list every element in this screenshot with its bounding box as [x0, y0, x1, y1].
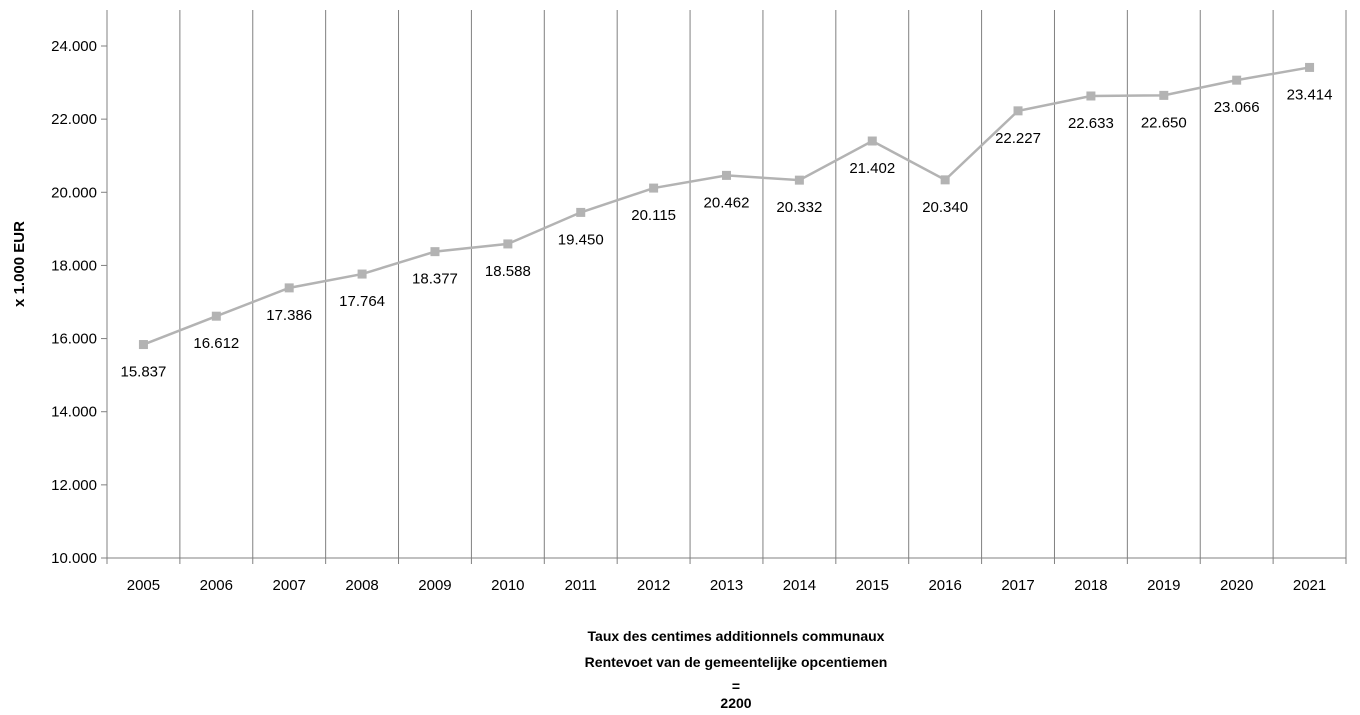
- data-label: 20.115: [631, 207, 676, 224]
- x-tick-label: 2011: [565, 577, 597, 594]
- x-tick-label: 2006: [200, 577, 233, 594]
- y-tick-label: 14.000: [51, 404, 97, 421]
- data-label: 18.377: [412, 271, 458, 288]
- data-point: [576, 207, 586, 217]
- x-tick-label: 2007: [273, 577, 306, 594]
- data-point: [284, 283, 294, 293]
- x-tick-label: 2005: [127, 577, 160, 594]
- y-tick-label: 12.000: [51, 477, 97, 494]
- x-tick-label: 2015: [856, 577, 889, 594]
- data-point: [940, 175, 950, 185]
- data-point: [211, 311, 221, 321]
- y-tick-label: 22.000: [51, 111, 97, 128]
- data-point: [794, 175, 804, 185]
- data-label: 17.386: [266, 307, 312, 324]
- data-label: 16.612: [193, 335, 239, 352]
- data-point: [1305, 62, 1315, 72]
- x-tick-label: 2016: [928, 577, 961, 594]
- data-point: [867, 136, 877, 146]
- data-point: [1232, 75, 1242, 85]
- data-point: [649, 183, 659, 193]
- data-label: 17.764: [339, 293, 385, 310]
- data-label: 22.227: [995, 130, 1041, 147]
- data-point: [138, 340, 148, 350]
- x-tick-label: 2019: [1147, 577, 1180, 594]
- series-layer: [138, 62, 1315, 350]
- y-tick-label: 10.000: [51, 550, 97, 567]
- x-tick-label: 2009: [418, 577, 451, 594]
- data-label: 18.588: [485, 263, 531, 280]
- data-label: 20.332: [776, 199, 822, 216]
- grid-layer: [106, 10, 1347, 558]
- y-axis-title: x 1.000 EUR: [11, 221, 28, 307]
- y-tick-label: 18.000: [51, 257, 97, 274]
- y-tick-label: 24.000: [51, 38, 97, 55]
- data-label: 21.402: [849, 160, 895, 177]
- data-point: [722, 170, 731, 180]
- x-tick-label: 2018: [1074, 577, 1107, 594]
- x-tick-label: 2021: [1293, 577, 1326, 594]
- data-point: [1086, 91, 1096, 101]
- data-point: [1013, 106, 1023, 116]
- data-label: 20.340: [922, 199, 968, 216]
- x-tick-label: 2008: [345, 577, 378, 594]
- caption-line-1: Taux des centimes additionnels communaux: [587, 628, 885, 644]
- data-label: 23.066: [1214, 99, 1260, 116]
- caption-line-3: =: [731, 678, 741, 694]
- y-tick-label: 16.000: [51, 331, 97, 348]
- y-tick-label: 20.000: [51, 184, 97, 201]
- data-point: [1159, 90, 1169, 100]
- x-tick-label: 2010: [491, 577, 524, 594]
- x-tick-label: 2017: [1001, 577, 1034, 594]
- x-tick-label: 2013: [710, 577, 743, 594]
- caption-line-2: Rentevoet van de gemeentelijke opcentiem…: [584, 654, 888, 670]
- data-label: 22.633: [1068, 115, 1114, 132]
- label-layer: 15.837 16.612 17.386 17.764 18.377 18.588 19.4…: [120, 86, 1332, 380]
- x-tick-label: 2020: [1220, 577, 1253, 594]
- caption-line-4: 2200: [720, 695, 752, 711]
- data-point: [503, 239, 513, 249]
- data-label: 22.650: [1141, 114, 1187, 131]
- x-tick-label: 2014: [783, 577, 816, 594]
- x-tick-label: 2012: [637, 577, 670, 594]
- data-label: 20.462: [704, 194, 750, 211]
- data-label: 23.414: [1287, 86, 1333, 103]
- data-point: [357, 269, 367, 279]
- data-label: 19.450: [558, 231, 604, 248]
- data-point: [430, 247, 440, 257]
- axis-layer: 10.000 12.000 14.000 16.000 18.000 20.000 22.0…: [51, 10, 1347, 594]
- data-label: 15.837: [120, 364, 166, 381]
